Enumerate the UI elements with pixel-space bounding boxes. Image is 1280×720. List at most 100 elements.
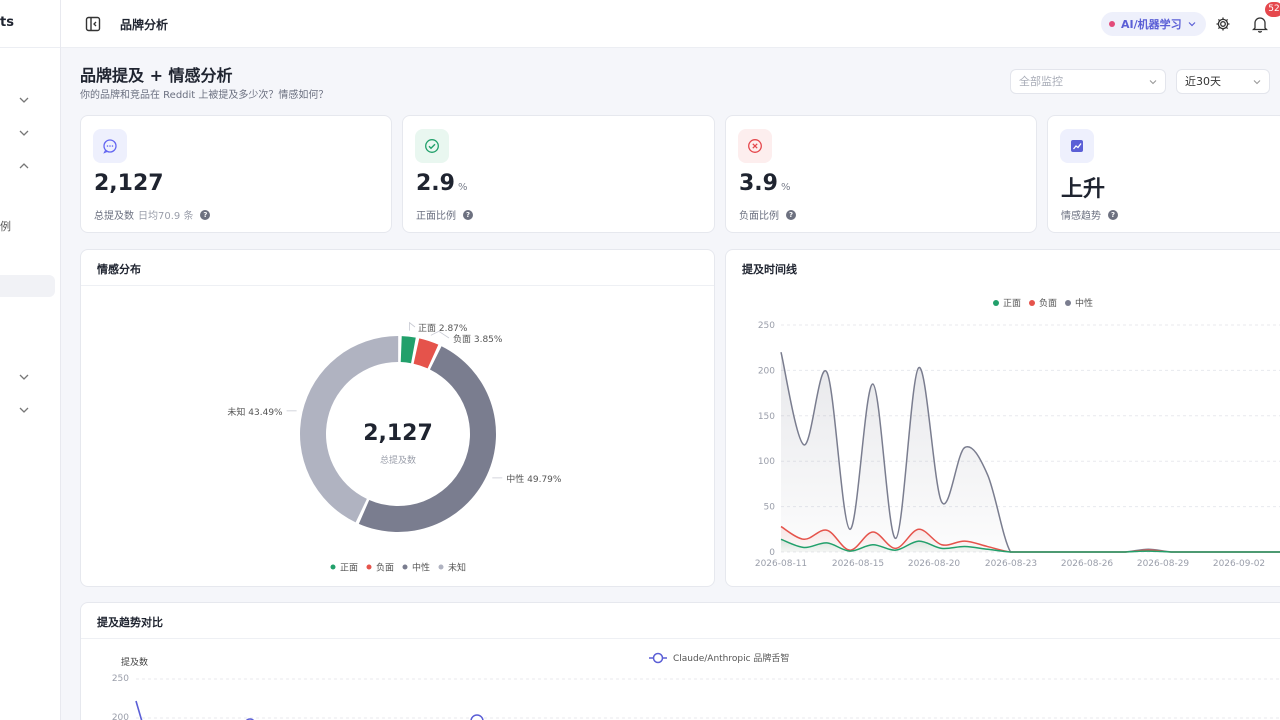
legend-label[interactable]: 中性 — [1075, 297, 1093, 309]
help-icon[interactable]: ? — [200, 209, 211, 220]
check-circle-icon — [415, 129, 449, 163]
sidebar-item-label[interactable]: 例 — [0, 220, 11, 233]
trend-y-label: 提及数 — [121, 656, 148, 668]
trend-up-icon — [1060, 129, 1094, 163]
legend-label[interactable]: 未知 — [448, 562, 466, 574]
sidebar-divider — [0, 47, 60, 48]
sidebar-toggle-icon[interactable] — [85, 16, 101, 32]
legend-marker — [366, 564, 372, 570]
legend-marker — [1029, 300, 1035, 306]
chevron-down-icon[interactable] — [17, 403, 31, 417]
panel-divider — [81, 285, 714, 286]
legend-label[interactable]: 正面 — [340, 563, 358, 574]
message-icon — [93, 129, 127, 163]
chevron-down-icon — [1188, 22, 1196, 27]
timeline-chart: 250 200 150 100 50 0 2026-08-11 2026-08-15 2026… — [755, 297, 1280, 569]
date-range-value: 近30天 — [1185, 75, 1221, 88]
legend-label[interactable]: 中性 — [412, 562, 430, 574]
sidebar-item-active[interactable] — [0, 275, 55, 297]
legend-marker — [1065, 300, 1071, 306]
bell-icon[interactable] — [1252, 15, 1268, 33]
sentiment-distribution-panel: 情感分布 正面 2.87% 负面 3.85% 中性 49.79% 未知 43.49% … — [80, 249, 715, 587]
chevron-down-icon[interactable] — [17, 370, 31, 384]
stat-card-total: 2,127 总提及数 日均70.9 条? — [80, 115, 392, 233]
donut-slice-3[interactable] — [299, 336, 399, 523]
timeline-x-tick: 2026-09-02 — [1213, 559, 1265, 569]
chevron-up-icon[interactable] — [17, 159, 31, 173]
x-circle-icon — [738, 129, 772, 163]
stat-value: 上升 — [1061, 177, 1106, 202]
notification-badge: 52 — [1265, 2, 1280, 17]
help-icon[interactable]: ? — [786, 209, 796, 220]
monitor-select-placeholder: 全部监控 — [1019, 75, 1063, 88]
stat-label: 总提及数 日均70.9 条? — [94, 207, 211, 222]
timeline-x-tick: 2026-08-23 — [985, 559, 1037, 569]
panel-divider — [81, 638, 1280, 639]
donut-slice-label: 未知 43.49% — [227, 406, 283, 418]
panel-title: 提及时间线 — [742, 263, 797, 276]
trend-y-tick: 200 — [112, 713, 129, 720]
trend-legend-label: Claude/Anthropic 品牌舌智 — [673, 652, 789, 664]
donut-slice-label: 正面 2.87% — [418, 323, 468, 334]
trend-legend-marker — [652, 652, 664, 664]
chevron-down-icon[interactable] — [17, 93, 31, 107]
chevron-down-icon — [1149, 80, 1157, 85]
chevron-down-icon — [1253, 80, 1261, 85]
timeline-line-正面[interactable] — [780, 538, 1280, 553]
timeline-area-正面 — [781, 539, 1280, 552]
legend-marker — [402, 564, 408, 570]
category-dot — [1109, 21, 1115, 27]
trend-point[interactable] — [470, 714, 484, 720]
donut-label-leader — [409, 321, 416, 331]
stat-sub: 日均70.9 条 — [138, 211, 194, 222]
trend-chart: 提及数 Claude/Anthropic 品牌舌智 250 200 — [112, 652, 1280, 720]
legend-marker — [993, 300, 999, 306]
page-title: 品牌提及 + 情感分析 — [80, 66, 233, 85]
donut-slice-1[interactable] — [413, 338, 439, 369]
timeline-y-tick: 0 — [769, 548, 775, 558]
stat-card-negative: 3.9% 负面比例? — [725, 115, 1037, 233]
legend-label[interactable]: 负面 — [376, 562, 394, 574]
timeline-area-中性 — [781, 352, 1280, 552]
trend-series-line — [135, 700, 483, 720]
panel-title: 情感分布 — [97, 263, 141, 276]
timeline-y-tick: 100 — [758, 457, 775, 467]
monitor-select[interactable]: 全部监控 — [1010, 69, 1166, 94]
stat-value: 3.9% — [739, 171, 791, 196]
donut-slice-label: 负面 3.85% — [453, 333, 503, 345]
topbar: 品牌分析 AI/机器学习 52 — [61, 0, 1280, 48]
donut-slice-2[interactable] — [358, 346, 496, 532]
breadcrumb-title: 品牌分析 — [120, 18, 169, 32]
legend-label[interactable]: 负面 — [1039, 297, 1057, 309]
help-icon[interactable]: ? — [1108, 209, 1118, 220]
trend-legend[interactable]: Claude/Anthropic 品牌舌智 — [649, 652, 789, 664]
timeline-x-tick: 2026-08-26 — [1061, 559, 1114, 569]
date-range-select[interactable]: 近30天 — [1176, 69, 1270, 94]
sidebar: ts 例 — [0, 0, 61, 720]
stat-label: 情感趋势? — [1061, 207, 1118, 222]
donut-label-leader — [430, 330, 450, 339]
timeline-y-tick: 200 — [758, 366, 775, 376]
donut-center-value: 2,127 — [363, 421, 433, 446]
category-selector[interactable]: AI/机器学习 — [1101, 12, 1206, 36]
stat-value: 2,127 — [94, 171, 164, 196]
legend-marker — [438, 564, 444, 570]
stat-value: 2.9% — [416, 171, 468, 196]
donut-center-label: 总提及数 — [380, 454, 416, 466]
category-label: AI/机器学习 — [1121, 18, 1182, 31]
legend-label[interactable]: 正面 — [1003, 298, 1021, 309]
timeline-x-tick: 2026-08-20 — [908, 559, 961, 569]
mention-timeline-panel: 提及时间线 250 200 150 100 50 0 2026-08-11 2026-08-… — [725, 249, 1280, 587]
stat-label: 正面比例? — [416, 207, 473, 222]
app-logo-text: ts — [0, 15, 14, 30]
help-icon[interactable]: ? — [463, 209, 473, 220]
legend-marker — [330, 564, 336, 570]
donut-slice-0[interactable] — [400, 336, 416, 364]
chevron-down-icon[interactable] — [17, 126, 31, 140]
gear-icon[interactable] — [1215, 16, 1231, 32]
donut-chart: 正面 2.87%负面 3.85% 中性 49.79% 未知 43.49% 2,127… — [227, 321, 562, 574]
trend-y-tick: 250 — [112, 674, 129, 684]
trend-comparison-panel: 提及趋势对比 提及数 Claude/Anthropic 品牌舌智 250 200 — [80, 602, 1280, 720]
timeline-x-tick: 2026-08-15 — [832, 559, 884, 569]
timeline-y-tick: 250 — [758, 321, 775, 331]
